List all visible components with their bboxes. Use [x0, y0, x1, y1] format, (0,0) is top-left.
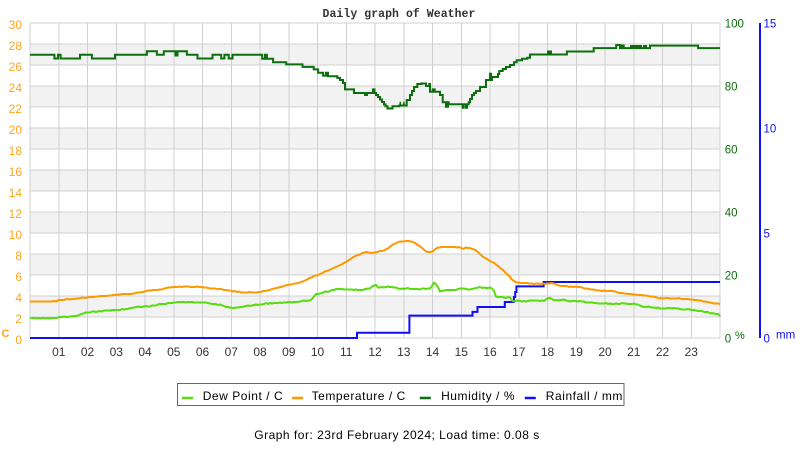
svg-text:09: 09 — [282, 345, 296, 359]
svg-text:20: 20 — [725, 271, 738, 283]
svg-text:22: 22 — [656, 345, 670, 359]
svg-text:11: 11 — [340, 345, 353, 359]
svg-text:0: 0 — [725, 334, 731, 346]
svg-text:02: 02 — [81, 345, 95, 359]
svg-text:18: 18 — [541, 345, 555, 359]
svg-text:03: 03 — [110, 345, 124, 359]
svg-text:05: 05 — [167, 345, 181, 359]
svg-text:Humidity / %: Humidity / % — [441, 389, 515, 403]
svg-text:C: C — [2, 328, 10, 340]
svg-text:Graph for: 23rd February 2024;: Graph for: 23rd February 2024; Load time… — [254, 428, 539, 442]
svg-text:5: 5 — [764, 229, 770, 241]
svg-text:18: 18 — [9, 144, 23, 158]
svg-text:8: 8 — [15, 249, 22, 263]
svg-text:mm: mm — [776, 330, 795, 342]
svg-text:10: 10 — [764, 124, 777, 136]
svg-text:60: 60 — [725, 145, 738, 157]
svg-text:%: % — [735, 330, 745, 342]
svg-text:20: 20 — [9, 123, 23, 137]
svg-text:40: 40 — [725, 208, 738, 220]
svg-text:19: 19 — [570, 345, 584, 359]
svg-text:15: 15 — [455, 345, 469, 359]
svg-text:13: 13 — [397, 345, 411, 359]
svg-text:10: 10 — [311, 345, 325, 359]
svg-text:4: 4 — [15, 291, 22, 305]
svg-text:24: 24 — [9, 81, 23, 95]
svg-text:07: 07 — [225, 345, 239, 359]
svg-text:22: 22 — [9, 102, 23, 116]
svg-text:16: 16 — [9, 165, 23, 179]
svg-text:17: 17 — [512, 345, 526, 359]
svg-text:30: 30 — [9, 18, 23, 32]
svg-text:6: 6 — [15, 270, 22, 284]
svg-text:08: 08 — [253, 345, 267, 359]
svg-text:20: 20 — [598, 345, 612, 359]
svg-text:23: 23 — [685, 345, 699, 359]
svg-text:01: 01 — [52, 345, 66, 359]
svg-text:12: 12 — [9, 207, 23, 221]
svg-text:2: 2 — [15, 312, 22, 326]
svg-text:15: 15 — [764, 19, 777, 31]
svg-text:14: 14 — [9, 186, 23, 200]
svg-text:80: 80 — [725, 82, 738, 94]
svg-text:0: 0 — [764, 334, 770, 346]
svg-text:28: 28 — [9, 39, 23, 53]
svg-text:Daily graph of Weather: Daily graph of Weather — [323, 8, 476, 21]
svg-text:26: 26 — [9, 60, 23, 74]
svg-text:100: 100 — [725, 19, 744, 31]
svg-text:0: 0 — [15, 333, 22, 347]
svg-text:21: 21 — [627, 345, 641, 359]
svg-text:Rainfall / mm: Rainfall / mm — [546, 389, 623, 403]
svg-text:12: 12 — [368, 345, 382, 359]
svg-text:06: 06 — [196, 345, 210, 359]
svg-text:10: 10 — [9, 228, 23, 242]
svg-text:Dew Point / C: Dew Point / C — [203, 389, 284, 403]
svg-text:14: 14 — [426, 345, 440, 359]
svg-text:04: 04 — [138, 345, 152, 359]
svg-text:Temperature / C: Temperature / C — [312, 389, 406, 403]
svg-text:16: 16 — [483, 345, 497, 359]
